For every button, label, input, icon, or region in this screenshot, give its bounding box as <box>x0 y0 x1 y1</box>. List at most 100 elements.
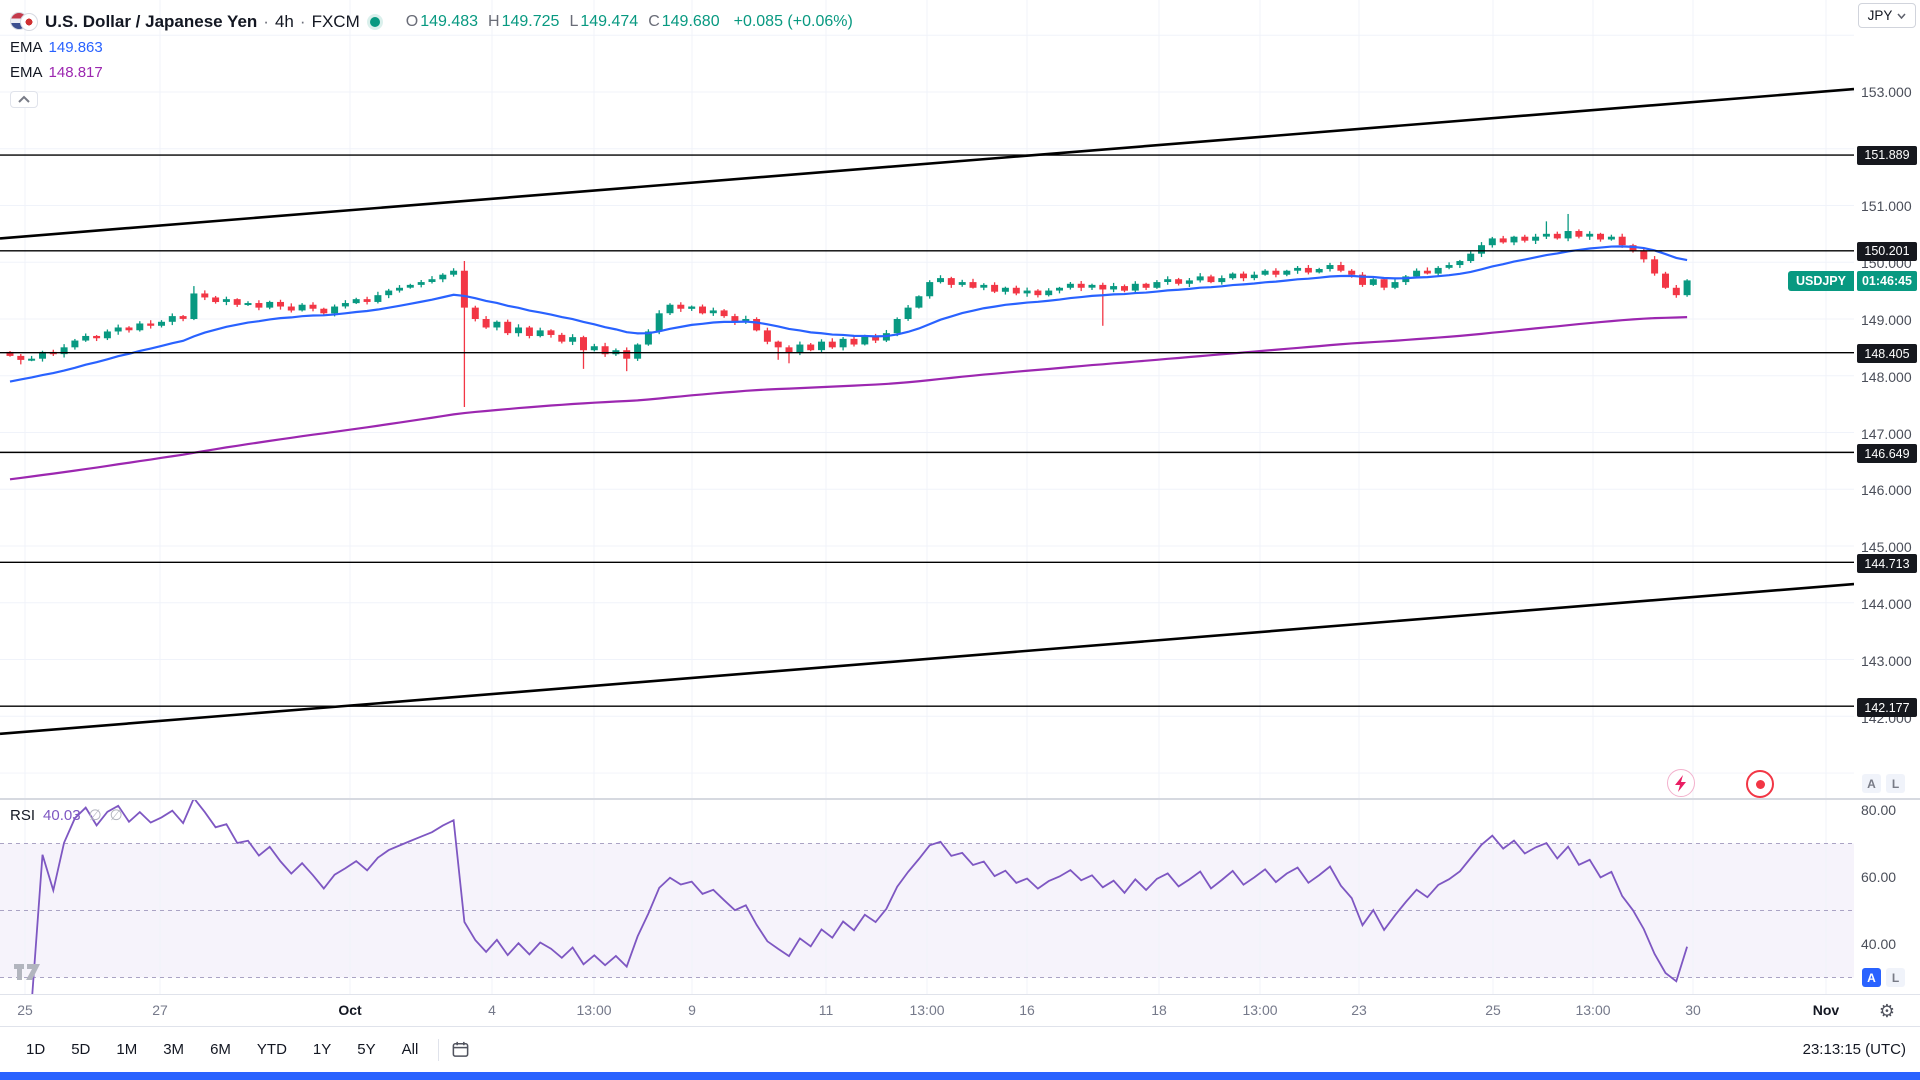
bottom-accent-bar <box>0 1072 1920 1080</box>
ema-fast-label: EMA <box>10 39 43 56</box>
market-status-dot[interactable] <box>370 17 380 27</box>
price-axis-tick: 153.000 <box>1861 84 1912 100</box>
range-button-3m[interactable]: 3M <box>155 1036 192 1063</box>
price-axis-tick: 148.000 <box>1861 369 1912 385</box>
legend-collapse-button[interactable] <box>10 91 38 108</box>
rsi-null-1: ∅ <box>89 806 102 824</box>
ema-fast-value: 149.863 <box>49 39 103 56</box>
range-button-5y[interactable]: 5Y <box>349 1036 383 1063</box>
price-level-badge: 144.713 <box>1857 554 1917 573</box>
axis-corner: ⚙ <box>1854 994 1920 1026</box>
rsi-lock-button[interactable]: L <box>1886 968 1905 987</box>
range-button-1d[interactable]: 1D <box>18 1036 53 1063</box>
high-label: H <box>488 13 500 31</box>
range-button-ytd[interactable]: YTD <box>249 1036 295 1063</box>
rsi-axis-tick: 80.00 <box>1861 802 1896 818</box>
interval-label[interactable]: 4h <box>275 12 294 32</box>
rsi-pane[interactable]: RSI 40.03 ∅ ∅ <box>0 800 1854 994</box>
symbol-title[interactable]: U.S. Dollar / Japanese Yen <box>45 12 257 32</box>
time-axis-label: 25 <box>17 1002 33 1018</box>
rsi-value: 40.03 <box>43 807 81 824</box>
main-chart-canvas[interactable] <box>0 0 1854 798</box>
symbol-pair-logo <box>10 12 39 31</box>
quick-trade-button[interactable] <box>1667 769 1695 797</box>
ema-slow-value: 148.817 <box>49 64 103 81</box>
price-axis[interactable]: JPY A L 01:46:45 153.000151.000150.00014… <box>1854 0 1920 800</box>
time-axis-label: 23 <box>1351 1002 1367 1018</box>
main-chart-pane[interactable]: U.S. Dollar / Japanese Yen · 4h · FXCM O… <box>0 0 1854 800</box>
price-axis-tick: 144.000 <box>1861 596 1912 612</box>
rsi-legend[interactable]: RSI 40.03 ∅ ∅ <box>10 806 123 824</box>
open-value: 149.483 <box>420 13 478 31</box>
low-value: 149.474 <box>580 13 638 31</box>
time-axis-label: 9 <box>688 1002 696 1018</box>
trading-chart-app: U.S. Dollar / Japanese Yen · 4h · FXCM O… <box>0 0 1920 1080</box>
time-axis-label: 16 <box>1019 1002 1035 1018</box>
lightning-icon <box>1674 775 1689 792</box>
range-button-group: 1D 5D 1M 3M 6M YTD 1Y 5Y All <box>18 1036 426 1063</box>
lock-scale-button[interactable]: L <box>1886 774 1905 793</box>
title-separator: · <box>300 12 306 32</box>
rsi-label: RSI <box>10 807 35 824</box>
time-axis-label: 18 <box>1151 1002 1167 1018</box>
time-axis[interactable]: 2527Oct413:0091113:00161813:00232513:003… <box>0 994 1854 1026</box>
price-level-badge: 146.649 <box>1857 444 1917 463</box>
ema-slow-legend-row[interactable]: EMA 148.817 <box>10 60 853 85</box>
exchange-label: FXCM <box>312 12 360 32</box>
currency-selector[interactable]: JPY <box>1858 3 1916 28</box>
rsi-axis[interactable]: A L 80.0060.0040.00 <box>1854 800 1920 994</box>
currency-label: JPY <box>1868 8 1893 23</box>
range-button-all[interactable]: All <box>394 1036 427 1063</box>
rsi-null-2: ∅ <box>110 806 123 824</box>
time-axis-label: Nov <box>1813 1002 1839 1018</box>
price-axis-tick: 143.000 <box>1861 653 1912 669</box>
record-dot-icon <box>1756 780 1765 789</box>
time-axis-label: 13:00 <box>1242 1002 1277 1018</box>
chevron-down-icon <box>1897 13 1906 19</box>
ema-slow-label: EMA <box>10 64 43 81</box>
high-value: 149.725 <box>502 13 560 31</box>
low-label: L <box>569 13 578 31</box>
countdown-badge: 01:46:45 <box>1857 271 1917 291</box>
price-axis-tick: 149.000 <box>1861 312 1912 328</box>
range-button-1y[interactable]: 1Y <box>305 1036 339 1063</box>
time-axis-label: 4 <box>488 1002 496 1018</box>
tradingview-logo-icon <box>14 964 42 981</box>
rsi-alert-button[interactable]: A <box>1862 968 1881 987</box>
open-label: O <box>406 13 418 31</box>
time-axis-label: 11 <box>819 1002 834 1018</box>
timescale-settings-icon[interactable]: ⚙ <box>1879 1002 1895 1020</box>
price-level-badge: 142.177 <box>1857 698 1917 717</box>
time-axis-label: 13:00 <box>909 1002 944 1018</box>
tradingview-logo[interactable] <box>14 964 42 986</box>
price-axis-tick: 145.000 <box>1861 539 1912 555</box>
range-button-6m[interactable]: 6M <box>202 1036 239 1063</box>
bottom-toolbar: 1D 5D 1M 3M 6M YTD 1Y 5Y All 23:13:15 (UTC) <box>0 1026 1920 1072</box>
time-axis-label: 30 <box>1685 1002 1701 1018</box>
go-to-date-icon <box>451 1040 470 1059</box>
alert-button[interactable]: A <box>1862 774 1881 793</box>
price-axis-tick: 151.000 <box>1861 198 1912 214</box>
time-axis-label: 13:00 <box>576 1002 611 1018</box>
price-axis-tick: 147.000 <box>1861 426 1912 442</box>
go-to-date-button[interactable] <box>451 1040 470 1059</box>
current-symbol-badge: USDJPY <box>1788 271 1854 291</box>
price-level-badge: 151.889 <box>1857 146 1917 165</box>
close-label: C <box>648 13 660 31</box>
rsi-axis-tick: 40.00 <box>1861 936 1896 952</box>
record-alert-button[interactable] <box>1746 770 1774 798</box>
time-axis-label: 25 <box>1485 1002 1501 1018</box>
ohlc-readout: O149.483 H149.725 L149.474 C149.680 <box>398 13 720 31</box>
time-axis-label: 13:00 <box>1575 1002 1610 1018</box>
price-level-badge: 150.201 <box>1857 242 1917 261</box>
price-level-badge: 148.405 <box>1857 344 1917 363</box>
utc-clock[interactable]: 23:13:15 (UTC) <box>1803 1041 1906 1058</box>
range-button-5d[interactable]: 5D <box>63 1036 98 1063</box>
ema-fast-legend-row[interactable]: EMA 149.863 <box>10 35 853 60</box>
range-button-1m[interactable]: 1M <box>108 1036 145 1063</box>
change-value: +0.085 (+0.06%) <box>734 13 853 31</box>
time-axis-label: Oct <box>338 1002 361 1018</box>
price-axis-tick: 146.000 <box>1861 482 1912 498</box>
rsi-canvas[interactable] <box>0 800 1854 994</box>
chart-legend: U.S. Dollar / Japanese Yen · 4h · FXCM O… <box>10 8 853 108</box>
